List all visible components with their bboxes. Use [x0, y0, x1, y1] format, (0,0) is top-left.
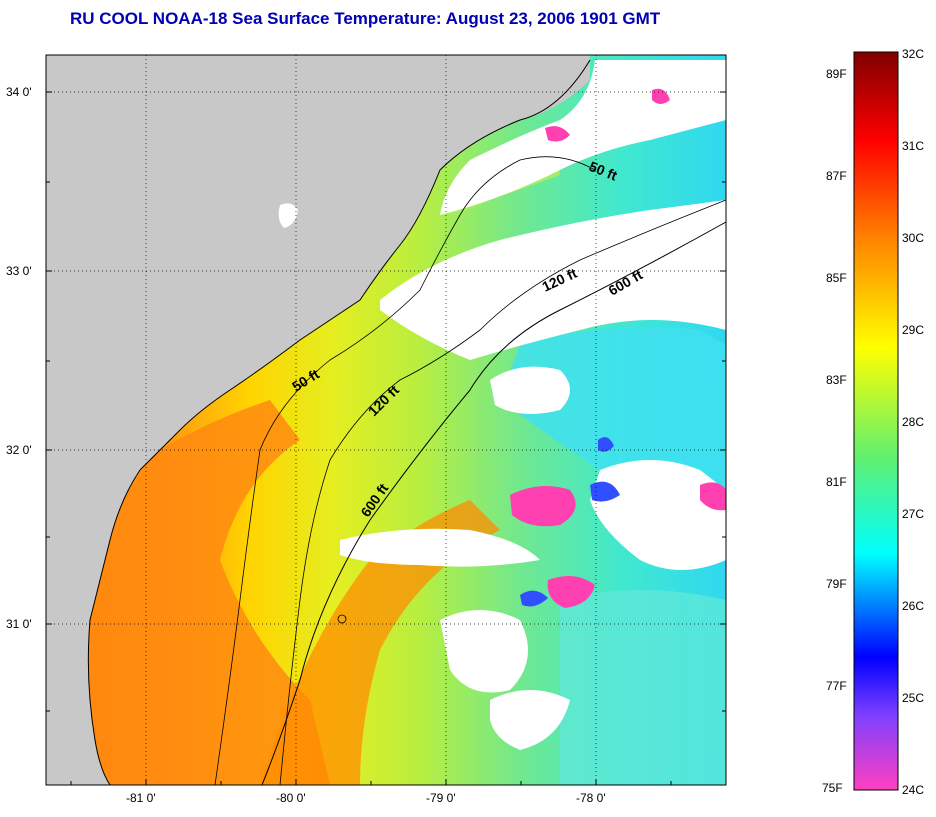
cb-c-29: 29C	[902, 323, 924, 337]
cloud-southeast	[440, 610, 528, 693]
cloud-band	[340, 528, 540, 567]
colorbar-gradient	[853, 51, 899, 791]
cb-f-85: 85F	[826, 271, 847, 285]
isobath-600ft	[261, 221, 727, 786]
map-title: RU COOL NOAA-18 Sea Surface Temperature:…	[70, 9, 661, 28]
cold-eddy-5	[652, 88, 670, 104]
coastline	[87, 59, 591, 786]
land-mass	[46, 55, 590, 785]
blue-eddy-1	[590, 481, 620, 502]
cyan-region-south	[560, 590, 726, 785]
lat-tick-34: 34 0'	[6, 85, 32, 99]
cb-f-89: 89F	[826, 67, 847, 81]
cb-f-75: 75F	[822, 781, 843, 795]
warm-coastal-band	[90, 400, 330, 785]
lat-tick-31: 31 0'	[6, 617, 32, 631]
cold-eddy-4	[545, 126, 570, 142]
isobath-120ft	[279, 199, 727, 786]
cb-f-87: 87F	[826, 169, 847, 183]
blue-eddy-2	[520, 590, 548, 607]
lon-tick-78: -78 0'	[576, 791, 606, 805]
cb-f-83: 83F	[826, 373, 847, 387]
cb-c-32: 32C	[902, 47, 924, 61]
lon-tick-81: -81 0'	[126, 791, 156, 805]
cb-c-31: 31C	[902, 139, 924, 153]
cb-f-79: 79F	[826, 577, 847, 591]
cb-f-77: 77F	[826, 679, 847, 693]
isobath-seamount	[337, 614, 347, 624]
graticule	[46, 55, 726, 785]
cloud-mid	[490, 366, 570, 414]
cb-c-30: 30C	[902, 231, 924, 245]
cb-c-27: 27C	[902, 507, 924, 521]
lat-tick-33: 33 0'	[6, 264, 32, 278]
isobath-50ft	[214, 156, 596, 786]
colorbar: 32C 31C 30C 29C 28C 27C 26C 25C 24C 89F …	[822, 47, 924, 797]
cloud-patch-west	[278, 203, 298, 228]
cb-c-24: 24C	[902, 783, 924, 797]
tick-marks	[46, 91, 726, 785]
cold-eddy-1	[510, 486, 576, 527]
cb-f-81: 81F	[826, 475, 847, 489]
map-frame	[45, 54, 727, 786]
cb-c-28: 28C	[902, 415, 924, 429]
cold-eddy-3	[700, 482, 726, 511]
cb-c-26: 26C	[902, 599, 924, 613]
cb-c-25: 25C	[902, 691, 924, 705]
lon-tick-79: -79 0'	[426, 791, 456, 805]
cloud-south	[490, 690, 570, 750]
blue-eddy-3	[598, 437, 614, 452]
warm-gulfstream-band	[260, 500, 500, 785]
lon-tick-80: -80 0'	[276, 791, 306, 805]
cold-eddy-2	[547, 576, 595, 608]
cloud-shelf	[380, 200, 726, 360]
cloud-east	[590, 460, 726, 570]
lat-tick-32: 32 0'	[6, 443, 32, 457]
